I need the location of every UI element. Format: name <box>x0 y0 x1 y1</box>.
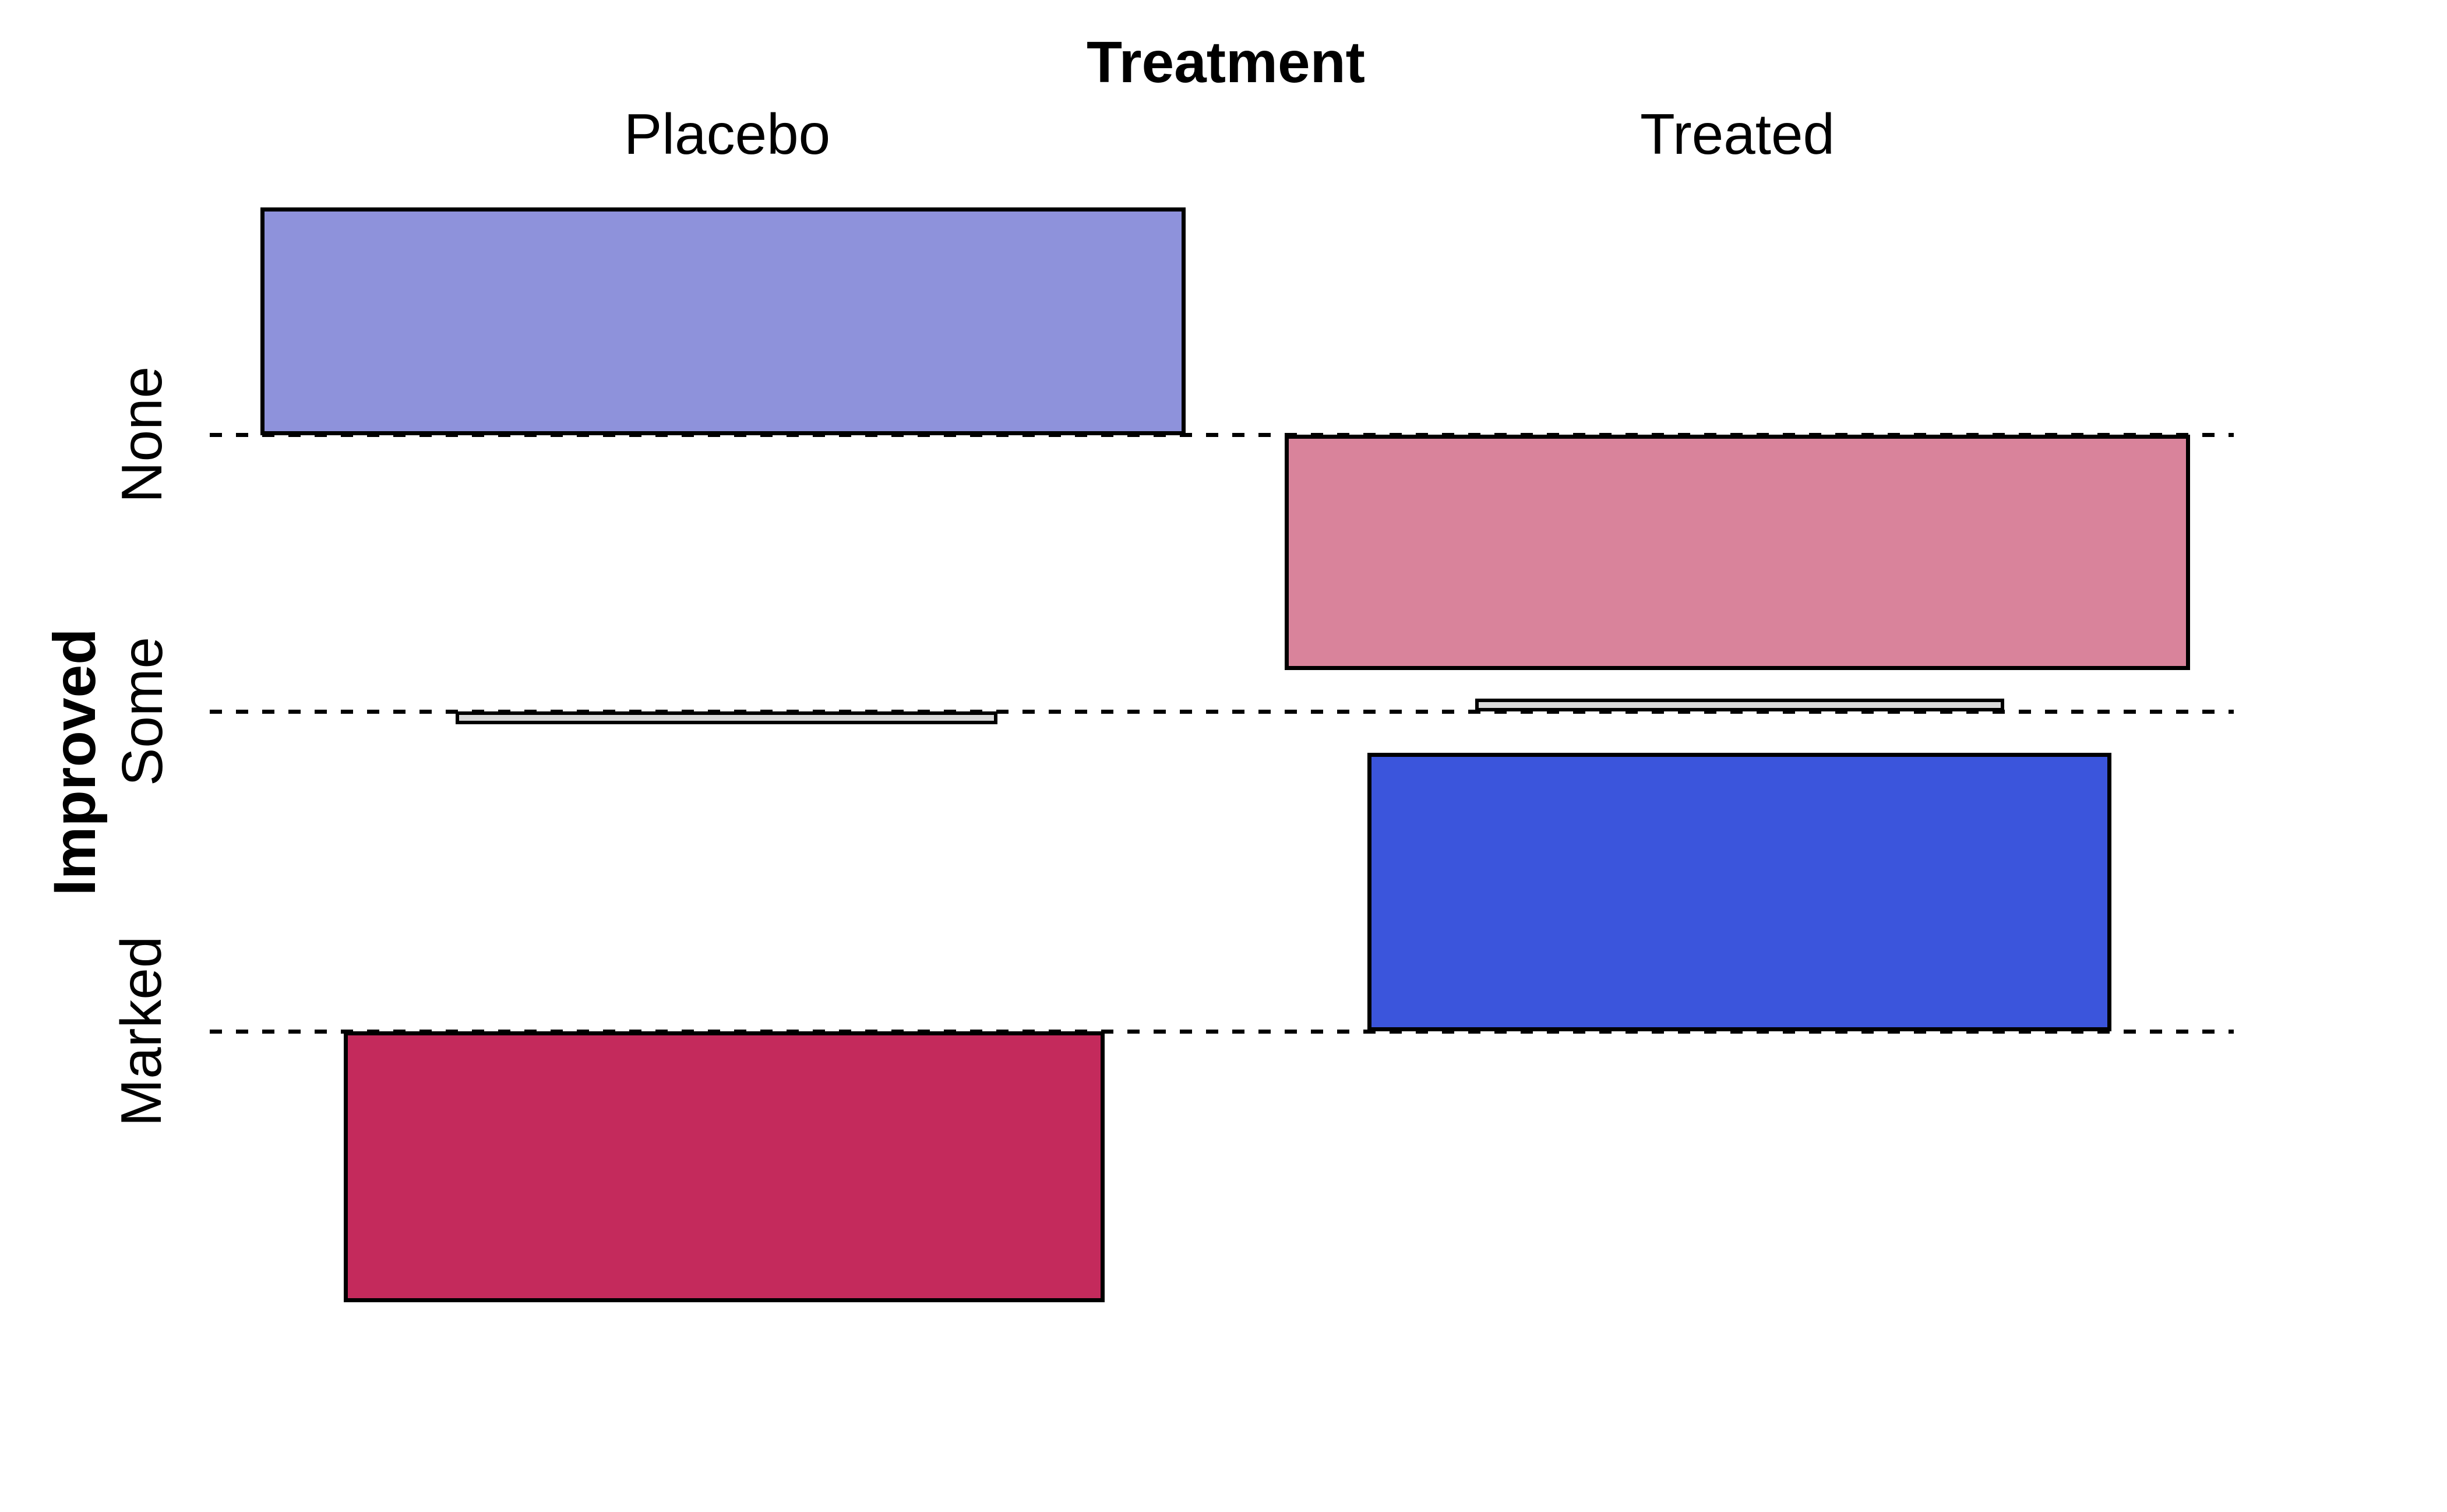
baseline-marked <box>210 1030 2234 1034</box>
row-label-none: None <box>110 366 174 503</box>
baseline-none <box>210 433 2234 437</box>
bar-treated-some <box>1475 699 2004 711</box>
bar-placebo-marked <box>344 1031 1105 1302</box>
bar-treated-none <box>1285 435 2190 670</box>
row-label-marked: Marked <box>109 936 173 1127</box>
baseline-some <box>210 710 2234 714</box>
chart-title: Treatment <box>1087 30 1365 95</box>
bar-placebo-some <box>456 711 997 724</box>
column-label-treated: Treated <box>1639 102 1835 166</box>
column-label-placebo: Placebo <box>623 102 831 166</box>
bar-treated-marked <box>1367 753 2111 1031</box>
bar-placebo-none <box>260 207 1186 435</box>
y-axis-title: Improved <box>41 628 108 896</box>
row-label-some: Some <box>110 636 174 787</box>
